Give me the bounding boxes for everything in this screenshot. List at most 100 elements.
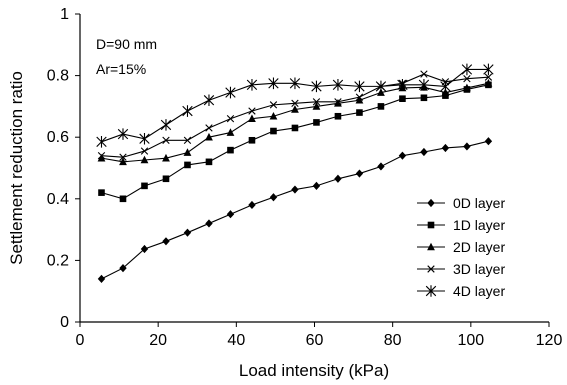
data-point [420, 94, 428, 102]
data-point [226, 128, 235, 136]
y-tick-label: 0.4 [47, 191, 69, 208]
data-point [96, 136, 107, 148]
data-point [420, 70, 428, 78]
data-point [291, 99, 299, 108]
data-point [97, 151, 106, 160]
data-point [355, 169, 364, 178]
data-point [461, 63, 473, 76]
data-point [97, 153, 106, 162]
x-tick-label: 80 [384, 332, 402, 349]
data-point [205, 158, 213, 166]
data-point [356, 109, 363, 116]
data-point [162, 136, 170, 144]
data-point [354, 80, 365, 93]
data-point [420, 147, 428, 157]
x-tick-label: 60 [306, 332, 324, 349]
data-point [332, 79, 344, 91]
data-point [184, 161, 191, 169]
legend-label: 4D layer [453, 283, 505, 299]
data-point [377, 162, 385, 171]
legend-marker [425, 285, 437, 297]
data-point [162, 153, 170, 162]
data-point [313, 119, 320, 126]
series-line [101, 84, 489, 200]
data-point [311, 80, 322, 93]
data-point [248, 107, 256, 115]
data-point [182, 105, 193, 117]
data-point [248, 200, 256, 210]
data-point [139, 132, 150, 145]
data-point [484, 73, 493, 81]
x-tick-label: 120 [536, 332, 563, 349]
data-point [203, 94, 215, 107]
x-tick-label: 40 [227, 332, 245, 349]
series-line [101, 140, 489, 280]
legend-label: 0D layer [453, 195, 505, 211]
data-point [269, 101, 278, 109]
data-point [160, 119, 172, 131]
data-point [375, 80, 387, 93]
legend-item: 2D layer [417, 239, 505, 255]
data-point [248, 136, 256, 144]
data-point [334, 112, 342, 120]
data-point [440, 80, 451, 93]
data-point [377, 103, 385, 110]
annotation-diameter: D=90 mm [96, 36, 157, 52]
data-point [269, 111, 278, 120]
data-point [227, 146, 234, 154]
data-point [291, 105, 299, 113]
data-point [225, 86, 236, 99]
y-tick-label: 0.2 [47, 252, 69, 269]
data-point [140, 244, 149, 254]
data-point [162, 175, 170, 183]
data-point [183, 228, 192, 237]
data-point [397, 79, 408, 91]
data-point [119, 264, 127, 273]
legend-item: 3D layer [417, 261, 505, 277]
data-point [291, 124, 299, 132]
series-2 [97, 79, 493, 166]
y-tick-label: 0.8 [47, 68, 69, 85]
annotation-area-ratio: Ar=15% [96, 61, 146, 77]
data-point [441, 143, 450, 153]
series-1 [98, 81, 492, 203]
x-tick-label: 0 [76, 332, 85, 349]
y-tick-label: 1 [60, 6, 69, 23]
data-point [98, 189, 105, 196]
data-point [355, 95, 364, 104]
data-point [484, 79, 493, 87]
legend-item: 1D layer [417, 217, 505, 233]
x-axis-title: Load intensity (kPa) [239, 361, 389, 380]
data-point [183, 136, 192, 144]
data-point [140, 155, 149, 164]
legend-label: 2D layer [453, 239, 505, 255]
data-point [226, 210, 235, 219]
x-tick-label: 20 [149, 332, 167, 349]
data-point [312, 98, 321, 106]
legend-marker [427, 242, 435, 251]
y-axis-title: Settlement reduction ratio [7, 71, 26, 265]
data-point [312, 102, 321, 110]
data-point [289, 77, 301, 90]
y-tick-label: 0.6 [47, 129, 69, 146]
data-point [399, 95, 406, 102]
data-point [248, 114, 256, 123]
series-4 [96, 63, 494, 148]
series-0 [97, 137, 493, 283]
data-point [484, 137, 493, 146]
data-point [418, 79, 430, 91]
legend-marker [427, 221, 435, 229]
legend-item: 0D layer [417, 195, 505, 211]
data-point [312, 181, 321, 190]
data-point [119, 195, 127, 203]
data-point [119, 153, 127, 161]
data-point [246, 79, 258, 91]
x-tick-label: 100 [457, 332, 484, 349]
series-3 [97, 70, 493, 161]
legend-label: 3D layer [453, 261, 505, 277]
data-point [141, 182, 148, 190]
data-point [269, 193, 278, 202]
data-point [483, 63, 494, 76]
data-point [334, 99, 342, 107]
